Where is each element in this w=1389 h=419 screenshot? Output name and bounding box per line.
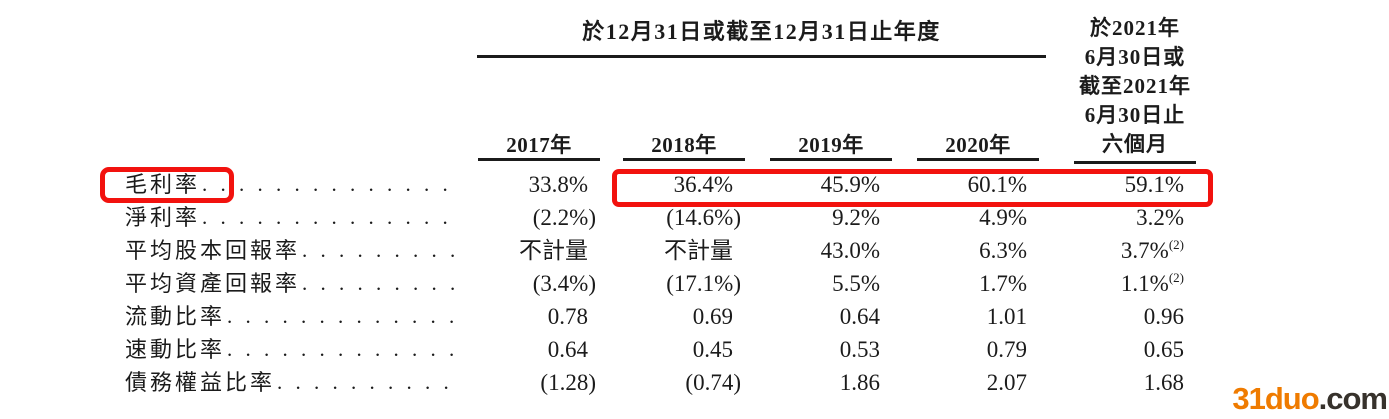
table-row: 流動比率 0.78 0.69 0.64 1.01 0.96 [125, 300, 1213, 333]
value-cell: (17.1%) [666, 271, 741, 296]
value-cell: 0.96 [1143, 304, 1184, 329]
row-label: 淨利率 [125, 205, 201, 230]
value-cell: 0.53 [839, 337, 880, 362]
row-label-cell: 平均資產回報率 [125, 267, 455, 300]
ratios-table-body: 毛利率 33.8% 36.4% 45.9% 60.1% 59.1% 淨利率 (2.2%) (14… [125, 168, 1213, 399]
row-label: 毛利率 [125, 172, 201, 197]
value-cell: 0.64 [547, 337, 588, 362]
row-label-cell: 速動比率 [125, 333, 455, 366]
value-cell: (14.6%) [666, 205, 741, 230]
value-cell: (1.28) [540, 370, 596, 395]
value-cell: 0.79 [986, 337, 1027, 362]
row-label-cell: 債務權益比率 [125, 366, 455, 399]
value-cell: (0.74) [685, 370, 741, 395]
value-cell: 1.68 [1143, 370, 1184, 395]
value-cell: 1.86 [839, 370, 880, 395]
value-cell: 0.78 [547, 304, 588, 329]
dot-leader [300, 234, 455, 267]
dot-leader [300, 267, 455, 300]
value-cell: 不計量 [664, 238, 733, 263]
row-label: 債務權益比率 [125, 370, 276, 395]
column-header-2017: 2017年 [478, 130, 600, 161]
interim-period-header: 於2021年 6月30日或 截至2021年 6月30日止 六個月 [1052, 14, 1218, 159]
interim-column-underline [1074, 161, 1196, 164]
column-header-2020: 2020年 [917, 130, 1039, 161]
table-row: 毛利率 33.8% 36.4% 45.9% 60.1% 59.1% [125, 168, 1213, 201]
dot-leader [275, 366, 455, 399]
value-cell: 59.1% [1124, 172, 1184, 197]
row-label-cell: 流動比率 [125, 300, 455, 333]
footnote-superscript: (2) [1168, 270, 1184, 285]
value-cell: 60.1% [967, 172, 1027, 197]
row-label: 平均資產回報率 [125, 271, 301, 296]
interim-line: 於2021年 [1090, 16, 1180, 40]
value-cell: (2.2%) [532, 205, 596, 230]
interim-line: 截至2021年 [1079, 74, 1191, 98]
footnote-superscript: (2) [1168, 237, 1184, 252]
dot-leader [225, 333, 455, 366]
value-cell: 36.4% [673, 172, 733, 197]
column-header-2018: 2018年 [623, 130, 745, 161]
value-cell: 0.65 [1143, 337, 1184, 362]
row-label: 速動比率 [125, 337, 226, 362]
row-label-cell: 毛利率 [125, 168, 455, 201]
value-cell: 1.7% [979, 271, 1027, 296]
period-span-header: 於12月31日或截至12月31日止年度 [582, 19, 941, 44]
value-cell: (3.4%) [532, 271, 596, 296]
row-label-cell: 淨利率 [125, 201, 455, 234]
value-cell: 33.8% [528, 172, 588, 197]
row-label: 平均股本回報率 [125, 238, 301, 263]
column-header-2019: 2019年 [770, 130, 892, 161]
value-cell: 45.9% [820, 172, 880, 197]
value-cell: 0.64 [839, 304, 880, 329]
value-cell: 1.01 [986, 304, 1027, 329]
period-span-underline [477, 55, 1046, 58]
dot-leader [200, 201, 455, 234]
value-cell: 0.45 [692, 337, 733, 362]
value-cell: 3.2% [1136, 205, 1184, 230]
watermark: 31duo.com [1232, 381, 1388, 417]
interim-line: 六個月 [1102, 132, 1168, 156]
value-cell: 4.9% [979, 205, 1027, 230]
value-cell: 不計量 [519, 238, 588, 263]
highlight-box-gross-margin-values [612, 169, 1213, 207]
table-row: 平均股本回報率 不計量 不計量 43.0% 6.3% 3.7%(2) [125, 234, 1213, 267]
table-row: 平均資產回報率 (3.4%) (17.1%) 5.5% 1.7% 1.1%(2) [125, 267, 1213, 300]
value-cell: 9.2% [832, 205, 880, 230]
value-cell: 1.1%(2) [1120, 270, 1184, 296]
value-cell: 2.07 [986, 370, 1027, 395]
table-row: 速動比率 0.64 0.45 0.53 0.79 0.65 [125, 333, 1213, 366]
watermark-tld: .com [1318, 381, 1388, 416]
interim-line: 6月30日止 [1084, 103, 1186, 127]
table-row: 債務權益比率 (1.28) (0.74) 1.86 2.07 1.68 [125, 366, 1213, 399]
value-cell: 43.0% [820, 238, 880, 263]
dot-leader [225, 300, 455, 333]
value-cell: 3.7%(2) [1120, 237, 1184, 263]
value-cell: 6.3% [979, 238, 1027, 263]
highlight-box-gross-margin-label [100, 167, 234, 203]
value-cell: 0.69 [692, 304, 733, 329]
interim-line: 6月30日或 [1084, 45, 1186, 69]
row-label-cell: 平均股本回報率 [125, 234, 455, 267]
dot-leader [200, 168, 455, 201]
watermark-brand: 31duo [1232, 381, 1319, 416]
value-cell: 5.5% [832, 271, 880, 296]
table-row: 淨利率 (2.2%) (14.6%) 9.2% 4.9% 3.2% [125, 201, 1213, 234]
row-label: 流動比率 [125, 304, 226, 329]
